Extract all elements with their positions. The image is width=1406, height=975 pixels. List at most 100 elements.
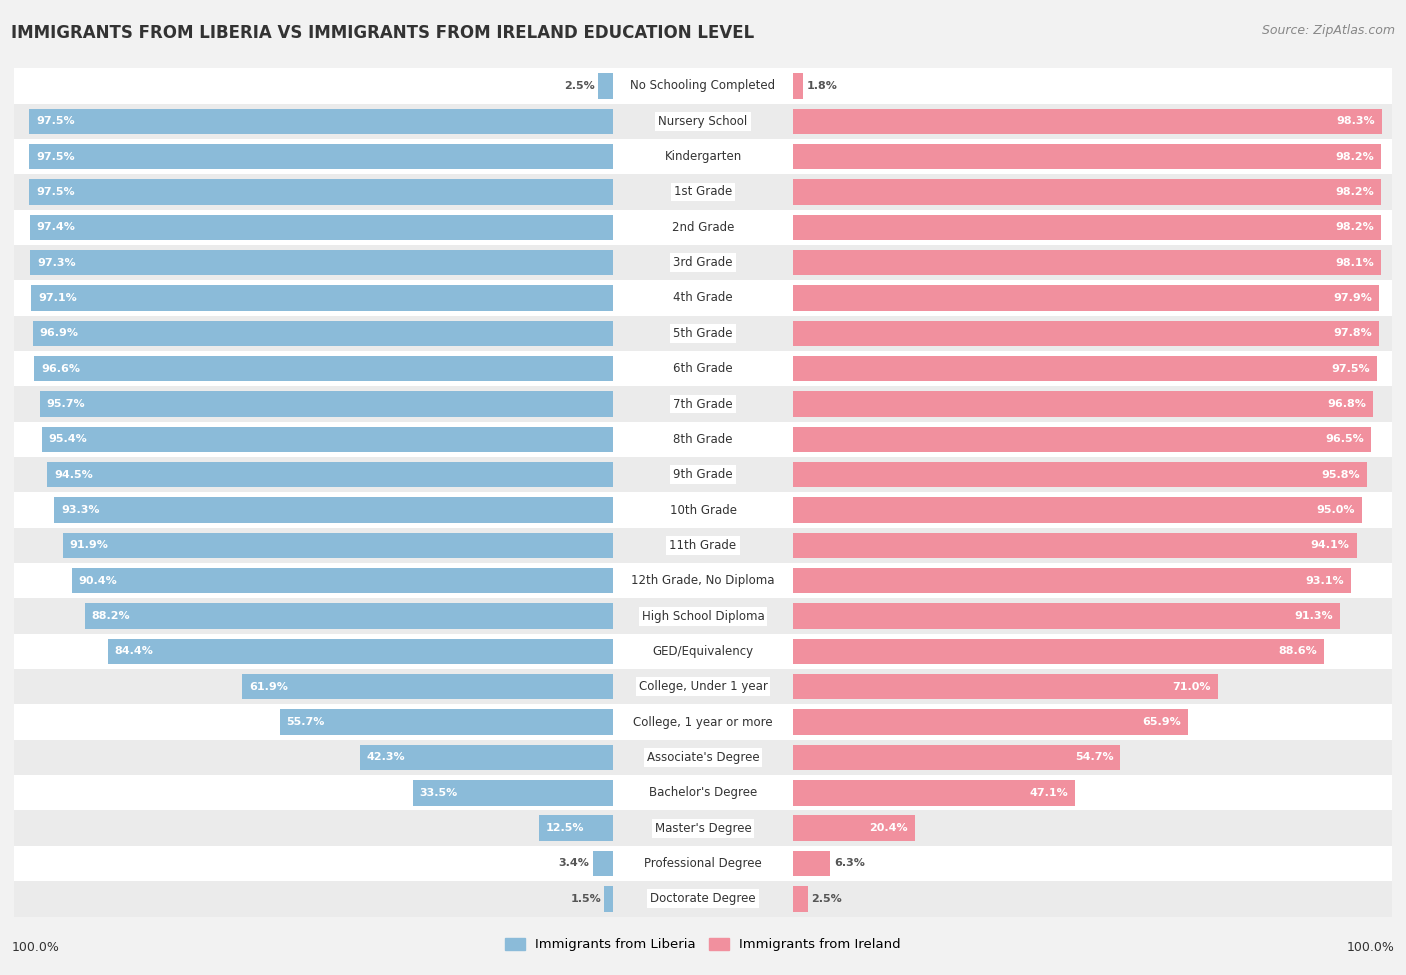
Bar bbox=[14, 810, 1392, 846]
Bar bbox=[793, 214, 1381, 240]
Text: 98.3%: 98.3% bbox=[1336, 116, 1375, 127]
Bar bbox=[538, 815, 613, 840]
Text: 95.7%: 95.7% bbox=[46, 399, 86, 410]
Text: 95.8%: 95.8% bbox=[1322, 470, 1360, 480]
Text: 96.8%: 96.8% bbox=[1327, 399, 1365, 410]
Text: 98.2%: 98.2% bbox=[1336, 222, 1374, 232]
Bar bbox=[108, 639, 613, 664]
Text: 54.7%: 54.7% bbox=[1076, 753, 1114, 762]
Text: 90.4%: 90.4% bbox=[79, 575, 117, 586]
Bar bbox=[14, 175, 1392, 210]
Bar bbox=[793, 710, 1188, 735]
Text: GED/Equivalency: GED/Equivalency bbox=[652, 644, 754, 658]
Bar bbox=[793, 427, 1371, 452]
Text: 98.2%: 98.2% bbox=[1336, 151, 1374, 162]
Text: Associate's Degree: Associate's Degree bbox=[647, 751, 759, 764]
Legend: Immigrants from Liberia, Immigrants from Ireland: Immigrants from Liberia, Immigrants from… bbox=[499, 932, 907, 956]
Bar bbox=[793, 144, 1381, 170]
Bar bbox=[593, 851, 613, 877]
Text: 97.4%: 97.4% bbox=[37, 222, 76, 232]
Bar bbox=[14, 281, 1392, 316]
Bar bbox=[793, 391, 1372, 416]
Bar bbox=[793, 604, 1340, 629]
Bar bbox=[84, 604, 613, 629]
Bar bbox=[30, 214, 613, 240]
Text: 88.2%: 88.2% bbox=[91, 611, 131, 621]
Text: 2.5%: 2.5% bbox=[811, 894, 842, 904]
Text: 97.8%: 97.8% bbox=[1333, 329, 1372, 338]
Bar bbox=[793, 674, 1218, 699]
Bar bbox=[280, 710, 613, 735]
Text: 97.5%: 97.5% bbox=[37, 187, 75, 197]
Text: 33.5%: 33.5% bbox=[419, 788, 458, 798]
Text: 12.5%: 12.5% bbox=[546, 823, 583, 834]
Text: 96.6%: 96.6% bbox=[41, 364, 80, 373]
Bar bbox=[793, 108, 1382, 134]
Bar bbox=[793, 851, 831, 877]
Bar bbox=[14, 210, 1392, 245]
Bar bbox=[793, 286, 1379, 311]
Bar bbox=[14, 846, 1392, 881]
Text: 42.3%: 42.3% bbox=[367, 753, 405, 762]
Bar bbox=[605, 886, 613, 912]
Bar bbox=[14, 634, 1392, 669]
Bar bbox=[14, 775, 1392, 810]
Bar bbox=[42, 427, 613, 452]
Text: 12th Grade, No Diploma: 12th Grade, No Diploma bbox=[631, 574, 775, 587]
Text: 100.0%: 100.0% bbox=[11, 941, 59, 954]
Text: 97.1%: 97.1% bbox=[38, 292, 77, 303]
Text: 98.2%: 98.2% bbox=[1336, 187, 1374, 197]
Text: 6th Grade: 6th Grade bbox=[673, 362, 733, 375]
Text: 55.7%: 55.7% bbox=[287, 717, 325, 727]
Bar bbox=[793, 639, 1323, 664]
Bar bbox=[31, 286, 613, 311]
Text: 8th Grade: 8th Grade bbox=[673, 433, 733, 446]
Bar bbox=[242, 674, 613, 699]
Bar bbox=[793, 497, 1362, 523]
Bar bbox=[14, 386, 1392, 421]
Text: 2nd Grade: 2nd Grade bbox=[672, 220, 734, 234]
Text: Bachelor's Degree: Bachelor's Degree bbox=[650, 786, 756, 799]
Bar bbox=[360, 745, 613, 770]
Bar bbox=[793, 321, 1379, 346]
Text: 94.5%: 94.5% bbox=[53, 470, 93, 480]
Text: 96.5%: 96.5% bbox=[1326, 434, 1364, 445]
Text: 47.1%: 47.1% bbox=[1029, 788, 1069, 798]
Bar bbox=[793, 73, 803, 98]
Bar bbox=[793, 886, 807, 912]
Text: 5th Grade: 5th Grade bbox=[673, 327, 733, 340]
Text: 1st Grade: 1st Grade bbox=[673, 185, 733, 199]
Text: 4th Grade: 4th Grade bbox=[673, 292, 733, 304]
Text: 7th Grade: 7th Grade bbox=[673, 398, 733, 410]
Text: IMMIGRANTS FROM LIBERIA VS IMMIGRANTS FROM IRELAND EDUCATION LEVEL: IMMIGRANTS FROM LIBERIA VS IMMIGRANTS FR… bbox=[11, 24, 755, 42]
Text: 97.3%: 97.3% bbox=[37, 257, 76, 268]
Bar bbox=[55, 497, 613, 523]
Bar bbox=[14, 245, 1392, 281]
Bar bbox=[72, 568, 613, 594]
Text: 1.5%: 1.5% bbox=[571, 894, 600, 904]
Text: No Schooling Completed: No Schooling Completed bbox=[630, 79, 776, 93]
Bar bbox=[793, 745, 1121, 770]
Bar bbox=[14, 881, 1392, 916]
Text: 71.0%: 71.0% bbox=[1173, 682, 1211, 692]
Bar bbox=[793, 250, 1381, 275]
Text: Master's Degree: Master's Degree bbox=[655, 822, 751, 835]
Text: 93.1%: 93.1% bbox=[1305, 575, 1344, 586]
Text: 84.4%: 84.4% bbox=[114, 646, 153, 656]
Text: College, 1 year or more: College, 1 year or more bbox=[633, 716, 773, 728]
Text: 20.4%: 20.4% bbox=[869, 823, 908, 834]
Text: 97.9%: 97.9% bbox=[1333, 292, 1372, 303]
Text: 94.1%: 94.1% bbox=[1310, 540, 1350, 551]
Text: 97.5%: 97.5% bbox=[37, 116, 75, 127]
Bar bbox=[14, 492, 1392, 527]
Bar bbox=[14, 527, 1392, 564]
Text: 65.9%: 65.9% bbox=[1142, 717, 1181, 727]
Bar bbox=[793, 532, 1357, 558]
Bar bbox=[793, 179, 1381, 205]
Text: 93.3%: 93.3% bbox=[60, 505, 100, 515]
Bar bbox=[14, 421, 1392, 457]
Bar bbox=[412, 780, 613, 805]
Bar bbox=[39, 391, 613, 416]
Bar bbox=[30, 179, 613, 205]
Text: Source: ZipAtlas.com: Source: ZipAtlas.com bbox=[1261, 24, 1395, 37]
